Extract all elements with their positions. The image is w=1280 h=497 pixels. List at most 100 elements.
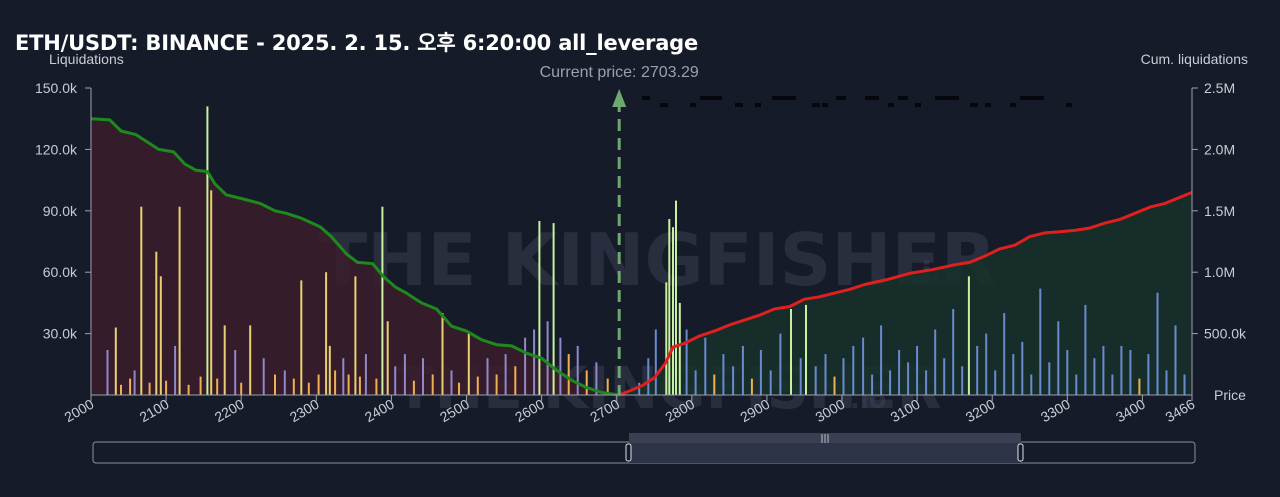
liquidation-bar — [300, 280, 303, 395]
liquidation-bar — [148, 382, 151, 395]
liquidation-bar — [358, 376, 361, 395]
liquidation-bar — [694, 370, 697, 395]
liquidation-bar — [722, 354, 725, 395]
left-y-ticks: 30.0k 60.0k 90.0k 120.0k 150.0k — [35, 80, 91, 342]
liquidation-bar — [476, 376, 479, 395]
liquidation-bar — [916, 345, 919, 395]
right-y-ticks: 500.0k 1.0M 1.5M 2.0M 2.5M — [1192, 80, 1247, 342]
cum-area-1 — [618, 192, 1192, 395]
liquidation-bar — [155, 251, 158, 395]
liquidation-bar — [403, 354, 406, 395]
liquidation-bar — [1156, 292, 1159, 395]
liquidation-bar — [240, 382, 243, 395]
liquidation-bar — [274, 374, 276, 395]
range-navigator[interactable]: ||| — [92, 433, 1196, 464]
liquidation-bar — [1102, 345, 1105, 395]
liquidation-bar — [668, 219, 671, 395]
liquidation-bar — [1138, 378, 1141, 395]
left-tick-label: 150.0k — [35, 80, 78, 96]
right-tick-label: 2.5M — [1204, 80, 1235, 96]
liquidation-bar — [559, 337, 562, 395]
liquidation-bar — [654, 329, 657, 395]
navigator-grip-icon[interactable]: ||| — [820, 434, 829, 444]
left-axis-title: Liquidations — [49, 51, 124, 67]
liquidation-bar — [412, 380, 415, 395]
liquidation-bar — [381, 206, 384, 395]
liquidation-bar — [495, 374, 498, 395]
liquidation-bar — [129, 378, 132, 395]
liquidation-bar — [889, 370, 892, 395]
liquidation-bar — [234, 350, 237, 395]
navigator-left-handle[interactable] — [625, 443, 632, 462]
liquidation-bar — [769, 370, 772, 395]
liquidation-bar — [216, 378, 219, 395]
liquidation-bar — [441, 313, 444, 395]
chart-title: ETH/USDT: BINANCE - 2025. 2. 15. 오후 6:20… — [15, 31, 699, 55]
liquidation-bar — [750, 378, 753, 395]
liquidation-bar — [133, 370, 136, 395]
liquidation-bar — [307, 382, 310, 395]
liquidation-bar — [1021, 341, 1024, 395]
liquidation-bar — [292, 378, 295, 395]
liquidation-bar — [985, 333, 988, 395]
liquidation-bar — [375, 378, 378, 395]
liquidation-bar — [1012, 354, 1015, 395]
liquidation-bar — [159, 276, 162, 395]
cumulative-areas — [91, 118, 1192, 395]
liquidation-bar — [907, 362, 910, 395]
right-tick-label: 500.0k — [1204, 326, 1247, 342]
liquidation-bar — [317, 374, 320, 395]
liquidation-bar — [1165, 370, 1168, 395]
liquidation-bar — [187, 384, 190, 395]
liquidation-bar — [120, 384, 122, 395]
liquidation-bar — [210, 190, 213, 395]
liquidation-bar — [450, 370, 453, 395]
left-tick-label: 120.0k — [35, 141, 78, 157]
liquidation-bar — [665, 282, 668, 395]
liquidation-bar — [1129, 350, 1132, 395]
right-tick-label: 1.5M — [1204, 203, 1235, 219]
liquidation-bar — [833, 376, 836, 395]
liquidation-bar — [967, 276, 970, 395]
liquidation-bar — [114, 327, 117, 395]
liquidation-bar — [1066, 350, 1069, 395]
liquidation-bar — [952, 309, 955, 395]
liquidation-bar — [871, 374, 874, 395]
liquidation-bar — [1030, 374, 1033, 395]
liquidation-bar — [925, 370, 928, 395]
liquidation-bar — [790, 309, 792, 395]
liquidation-bar — [1075, 374, 1078, 395]
liquidation-bar — [1147, 354, 1150, 395]
liquidation-bar — [514, 366, 517, 395]
liquidation-bar — [862, 337, 865, 395]
liquidation-bar — [675, 200, 677, 395]
liquidation-bar — [713, 374, 716, 395]
liquidation-bar — [1048, 362, 1051, 395]
liquidation-bar — [1174, 325, 1177, 395]
current-price-marker: Current price: 2703.29 — [540, 64, 699, 395]
liquidation-bar — [458, 382, 460, 395]
liquidation-bar — [567, 354, 570, 395]
liquidation-bar — [647, 358, 650, 395]
liquidation-bar — [994, 370, 997, 395]
liquidation-bar — [364, 354, 367, 395]
liquidation-bar — [842, 358, 845, 395]
liquidation-bar — [976, 345, 979, 395]
liquidation-bar — [334, 370, 337, 395]
liquidation-bar — [704, 337, 707, 395]
navigator-right-handle[interactable] — [1017, 443, 1024, 462]
left-tick-label: 30.0k — [43, 326, 78, 342]
liquidation-bar — [585, 370, 588, 395]
navigator-selection[interactable] — [629, 442, 1021, 463]
liquidation-bar — [943, 358, 946, 395]
liquidation-bar — [759, 350, 762, 395]
liquidation-bar — [140, 206, 143, 395]
left-tick-label: 90.0k — [43, 203, 78, 219]
navigator-drag-bar[interactable] — [629, 433, 1021, 443]
liquidation-bar — [805, 304, 807, 395]
liquidation-bar — [174, 345, 177, 395]
liquidation-bar — [178, 206, 181, 395]
liquidation-bar — [814, 366, 817, 395]
